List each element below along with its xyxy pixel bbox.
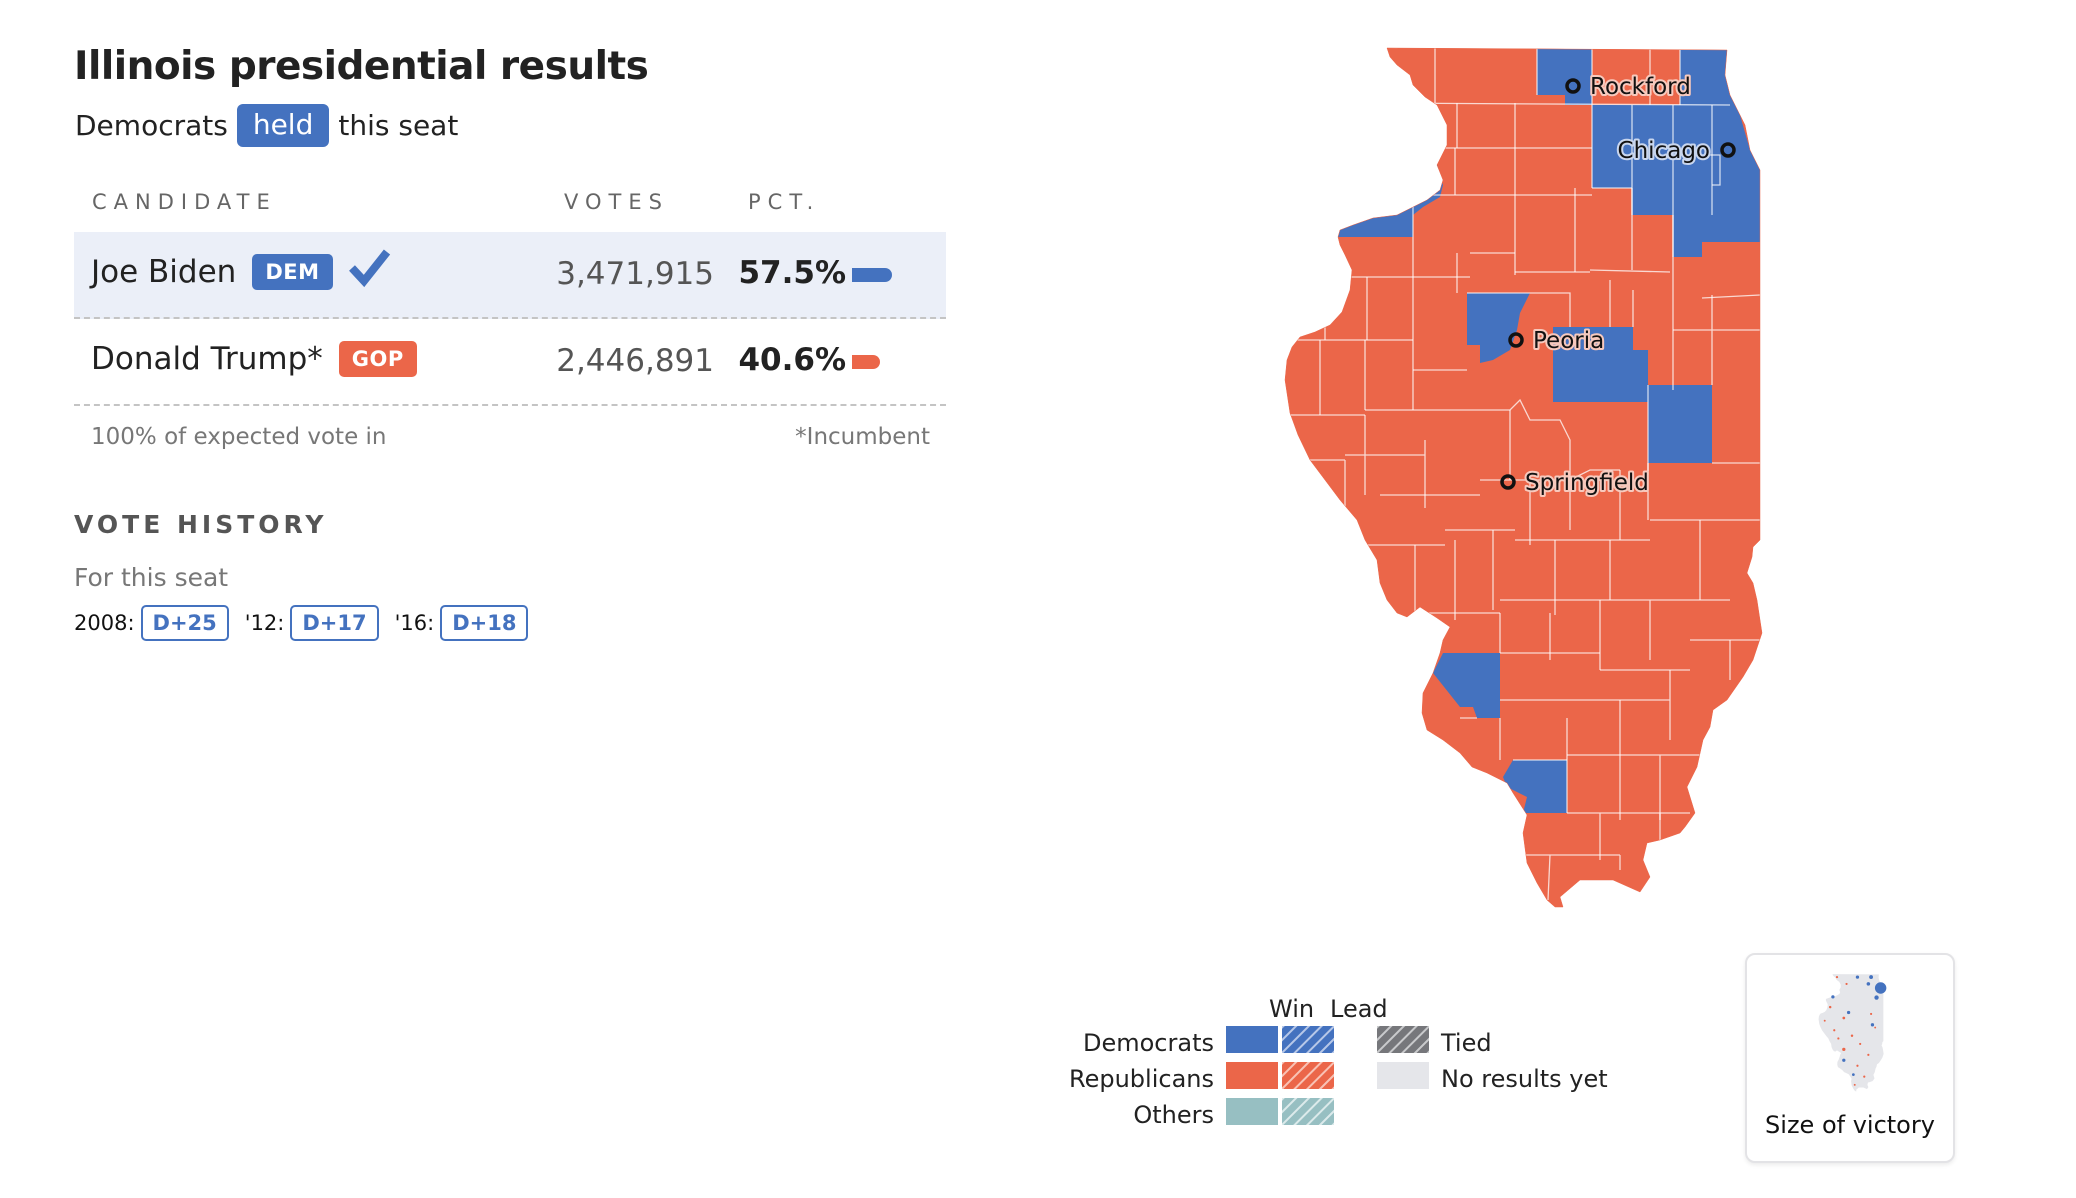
history-year: '12: (244, 611, 285, 635)
seat-status-party: Democrats (75, 109, 228, 142)
legend-swatch-dem-win (1226, 1026, 1278, 1053)
history-year: 2008: (74, 611, 135, 635)
party-badge-gop: GOP (338, 341, 417, 377)
county-peoria[interactable] (1467, 293, 1530, 363)
city-markers: Rockford Chicago Peoria Springfield (1500, 72, 1736, 498)
size-of-victory-thumbnail-icon (1818, 974, 1887, 1092)
city-label: Rockford (1590, 74, 1691, 100)
incumbent-note: *Incumbent (795, 424, 930, 450)
seat-status: Democrats held this seat (75, 104, 458, 147)
history-margin-badge: D+25 (140, 605, 229, 641)
party-badge-dem: DEM (252, 254, 333, 290)
legend-swatch-dem-lead (1282, 1026, 1334, 1053)
legend-swatch-other-win (1226, 1098, 1278, 1125)
vote-history-list: 2008: D+25 '12: D+17 '16: D+18 (74, 605, 544, 641)
legend-swatch-rep-win (1226, 1062, 1278, 1089)
county-champaign[interactable] (1648, 385, 1712, 463)
county-st-clair[interactable] (1433, 653, 1500, 718)
history-year: '16: (394, 611, 435, 635)
legend-row-others: Others (1133, 1101, 1214, 1129)
legend-swatch-rep-lead (1282, 1062, 1334, 1089)
county-jackson[interactable] (1503, 760, 1567, 813)
history-margin-badge: D+18 (440, 605, 529, 641)
votes-value: 2,446,891 (556, 343, 714, 379)
table-footer: 100% of expected vote in *Incumbent (74, 406, 946, 456)
city-dot-icon (1720, 142, 1736, 158)
city-rockford[interactable]: Rockford (1565, 72, 1693, 102)
vote-history-subtitle: For this seat (74, 563, 229, 592)
county-mclean[interactable] (1553, 327, 1648, 402)
table-header: CANDIDATE VOTES PCT. (74, 180, 946, 232)
legend-col-lead: Lead (1330, 995, 1388, 1023)
pct-value: 40.6% (738, 342, 846, 378)
table-row: Donald Trump* GOP 2,446,891 40.6% (74, 319, 946, 406)
legend-swatch-other-lead (1282, 1098, 1334, 1125)
candidate-name: Donald Trump* (91, 341, 323, 377)
expected-vote-note: 100% of expected vote in (91, 424, 387, 450)
pct-bar (852, 355, 880, 369)
legend-row-republicans: Republicans (1069, 1065, 1214, 1093)
candidate-cell: Joe Biden DEM (91, 249, 391, 290)
candidate-name: Joe Biden (91, 254, 237, 290)
winner-check-icon (348, 247, 391, 289)
city-dot-icon (1565, 78, 1581, 94)
seat-status-suffix: this seat (338, 109, 459, 142)
vote-history-title: VOTE HISTORY (74, 510, 328, 539)
city-dot-icon (1500, 474, 1516, 490)
vote-history-item: '16: D+18 (395, 605, 529, 641)
column-header-candidate: CANDIDATE (92, 190, 277, 214)
history-margin-badge: D+17 (290, 605, 379, 641)
pct-bar (852, 268, 892, 282)
city-springfield[interactable]: Springfield (1500, 468, 1651, 498)
legend-col-win: Win (1269, 995, 1315, 1023)
column-header-pct: PCT. (748, 190, 821, 214)
table-row: Joe Biden DEM 3,471,915 57.5% (74, 232, 946, 319)
county-results-map[interactable]: Rockford Chicago Peoria Springfield (1270, 40, 1790, 924)
candidate-cell: Donald Trump* GOP (91, 341, 417, 377)
city-peoria[interactable]: Peoria (1508, 326, 1606, 356)
legend-row-democrats: Democrats (1083, 1029, 1214, 1057)
pct-value: 57.5% (738, 255, 846, 291)
city-dot-icon (1508, 332, 1524, 348)
map-legend: Win Lead Democrats Republicans Others Ti… (1069, 995, 1710, 1145)
city-label: Chicago (1618, 138, 1710, 164)
results-table: CANDIDATE VOTES PCT. Joe Biden DEM 3,471… (74, 180, 946, 456)
legend-no-results-label: No results yet (1441, 1065, 1608, 1093)
vote-history-item: '12: D+17 (245, 605, 379, 641)
illinois-map-svg[interactable]: Rockford Chicago Peoria Springfield (1270, 40, 1790, 920)
column-header-votes: VOTES (564, 190, 669, 214)
city-label: Springfield (1525, 470, 1649, 496)
legend-tied-label: Tied (1441, 1029, 1492, 1057)
city-chicago[interactable]: Chicago (1616, 136, 1736, 166)
size-of-victory-button[interactable]: Size of victory (1745, 953, 1955, 1163)
legend-swatch-tied (1377, 1026, 1429, 1053)
legend-swatch-no-results (1377, 1062, 1429, 1089)
page-title: Illinois presidential results (74, 44, 649, 89)
seat-status-badge: held (236, 104, 330, 147)
county-chicago-metro[interactable] (1592, 48, 1760, 257)
votes-value: 3,471,915 (556, 256, 714, 292)
city-label: Peoria (1533, 328, 1604, 354)
vote-history-item: 2008: D+25 (74, 605, 229, 641)
size-of-victory-label: Size of victory (1765, 1111, 1935, 1139)
